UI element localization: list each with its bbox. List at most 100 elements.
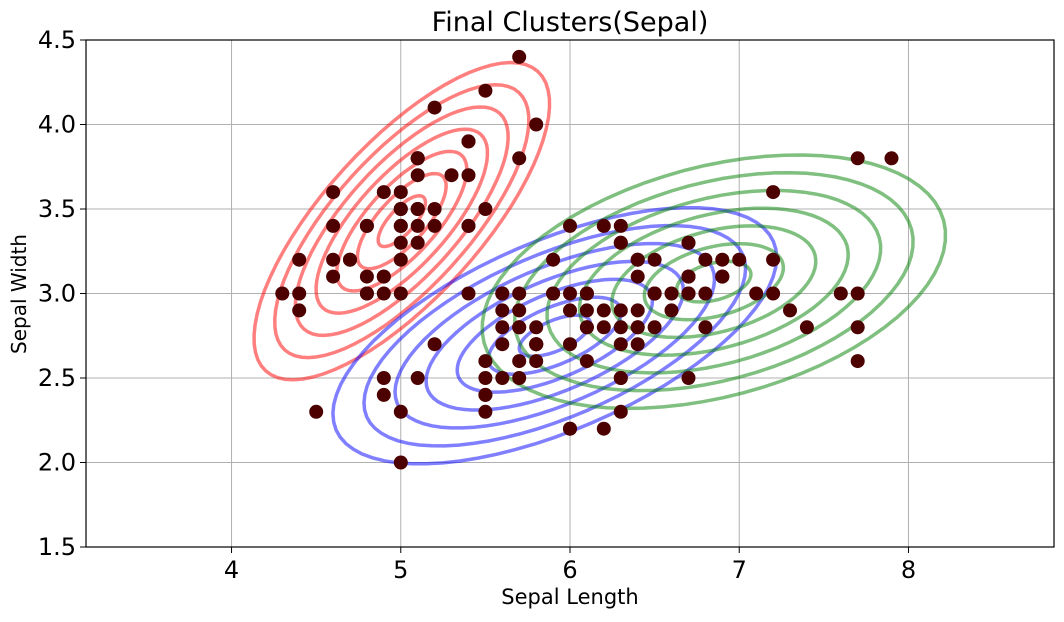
data-point	[884, 151, 899, 166]
data-point	[749, 286, 764, 301]
data-point	[596, 218, 611, 233]
cluster-contour	[314, 127, 490, 315]
x-tick-label: 7	[732, 556, 747, 584]
data-point	[512, 371, 527, 385]
data-point	[427, 202, 442, 216]
data-point	[376, 185, 391, 200]
cluster-contour	[642, 241, 786, 322]
data-point	[563, 421, 577, 436]
data-point	[529, 117, 544, 132]
data-point	[478, 404, 493, 419]
data-point	[563, 286, 577, 301]
data-point	[393, 218, 408, 233]
data-point	[766, 252, 781, 267]
data-point	[495, 303, 510, 318]
x-tick-label: 5	[393, 556, 408, 584]
data-point	[512, 286, 527, 301]
data-point	[596, 320, 611, 335]
data-point	[410, 168, 425, 183]
y-axis-label: Sepal Width	[7, 234, 31, 354]
data-point	[613, 320, 628, 335]
data-point	[850, 151, 865, 166]
data-point	[579, 303, 594, 318]
data-point	[630, 337, 645, 352]
data-point	[376, 387, 391, 402]
cluster-contour	[335, 149, 469, 293]
axis-ticks: 4 5 6 7 8 1.5 2.0 2.5 3.0 3.5 4.0 4.5	[38, 26, 916, 584]
data-point	[698, 286, 713, 301]
cluster-contour	[610, 224, 818, 340]
data-point	[546, 252, 561, 267]
data-point	[495, 320, 510, 335]
data-point	[630, 252, 645, 267]
data-point	[376, 269, 391, 284]
data-point	[766, 286, 781, 301]
cluster-contour	[293, 105, 510, 338]
data-point	[579, 320, 594, 335]
y-tick-label: 3.5	[38, 195, 76, 223]
data-point	[563, 337, 577, 352]
data-point	[393, 202, 408, 216]
x-tick-label: 4	[224, 556, 239, 584]
data-point	[630, 303, 645, 318]
chart-title: Final Clusters(Sepal)	[432, 7, 709, 38]
data-point	[478, 202, 493, 216]
data-point	[563, 218, 577, 233]
data-point	[529, 320, 544, 335]
data-point	[715, 252, 730, 267]
data-point	[275, 286, 290, 301]
cluster-contour	[331, 205, 779, 466]
data-point	[478, 354, 493, 369]
data-point	[512, 303, 527, 318]
data-point	[343, 252, 357, 267]
y-tick-label: 4.0	[38, 111, 76, 139]
data-point	[478, 387, 493, 402]
data-point	[613, 371, 628, 385]
data-point	[783, 303, 797, 318]
cluster-contour	[376, 194, 428, 249]
data-point	[850, 286, 865, 301]
data-point	[461, 168, 476, 183]
data-point	[613, 404, 628, 419]
cluster-contour	[252, 60, 552, 382]
data-point	[579, 354, 594, 369]
y-tick-label: 2.5	[38, 364, 76, 392]
data-point	[799, 320, 814, 335]
data-point	[596, 303, 611, 318]
data-point	[698, 320, 713, 335]
data-point	[359, 218, 374, 233]
data-points	[275, 49, 899, 470]
data-point	[833, 286, 848, 301]
data-point	[427, 218, 442, 233]
data-point	[766, 185, 781, 200]
data-point	[630, 269, 645, 284]
data-point	[596, 421, 611, 436]
data-point	[664, 303, 679, 318]
data-point	[512, 354, 527, 369]
data-point	[681, 269, 696, 284]
data-point	[613, 337, 628, 352]
x-axis-label: Sepal Length	[501, 585, 638, 609]
y-tick-label: 4.5	[38, 26, 76, 54]
data-point	[715, 269, 730, 284]
data-point	[495, 337, 510, 352]
data-point	[461, 134, 476, 149]
cluster-contours	[252, 60, 948, 466]
data-point	[376, 371, 391, 385]
x-tick-label: 8	[901, 556, 916, 584]
data-point	[546, 286, 561, 301]
data-point	[444, 168, 459, 183]
data-point	[309, 404, 324, 419]
data-point	[647, 320, 662, 335]
data-point	[393, 235, 408, 250]
data-point	[410, 202, 425, 216]
cluster-contour	[273, 82, 531, 360]
data-point	[495, 286, 510, 301]
data-point	[359, 269, 374, 284]
data-point	[461, 218, 476, 233]
data-point	[478, 83, 493, 98]
data-point	[512, 49, 527, 64]
data-point	[410, 371, 425, 385]
